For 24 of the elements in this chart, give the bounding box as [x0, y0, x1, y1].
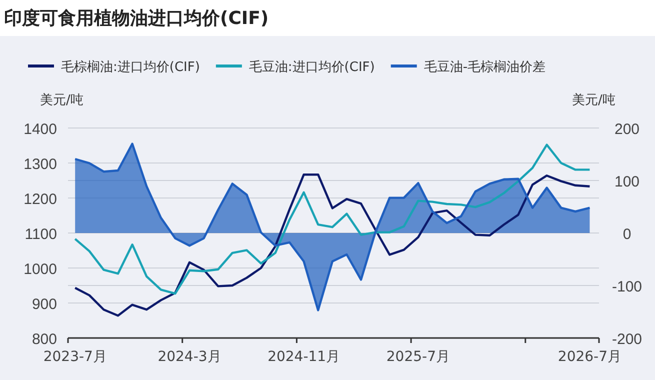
y2-axis-title: 美元/吨 [572, 92, 616, 108]
y-tick-label: 800 [32, 331, 57, 348]
y2-tick-label: 200 [614, 121, 640, 138]
chart-title: 印度可食用植物油进口均价(CIF) [4, 8, 269, 29]
x-tick-label: 2023-7月 [43, 349, 107, 365]
x-tick-label: 2024-3月 [158, 349, 222, 365]
legend-label: 毛豆油:进口均价(CIF) [248, 60, 375, 75]
y2-tick-label: -200 [612, 331, 642, 348]
y-tick-label: 1000 [24, 261, 57, 278]
y2-tick-label: 100 [614, 174, 640, 190]
y-axis-title: 美元/吨 [40, 92, 84, 108]
x-tick-label: 2024-11月 [268, 349, 340, 365]
legend-label: 毛棕榈油:进口均价(CIF) [61, 60, 200, 75]
x-tick-label: 2025-7月 [386, 349, 450, 365]
y-tick-label: 900 [32, 296, 57, 313]
y-tick-label: 1200 [24, 191, 57, 208]
y-tick-label: 1100 [24, 226, 57, 243]
y2-tick-label: 0 [622, 226, 632, 243]
y-tick-label: 1300 [24, 156, 57, 173]
legend-label: 毛豆油-毛棕榈油价差 [424, 60, 546, 75]
line-series [74, 174, 591, 317]
y-tick-label: 1400 [24, 121, 57, 138]
y2-tick-label: -100 [612, 278, 642, 296]
x-tick-label: 2026-7月 [558, 349, 622, 365]
